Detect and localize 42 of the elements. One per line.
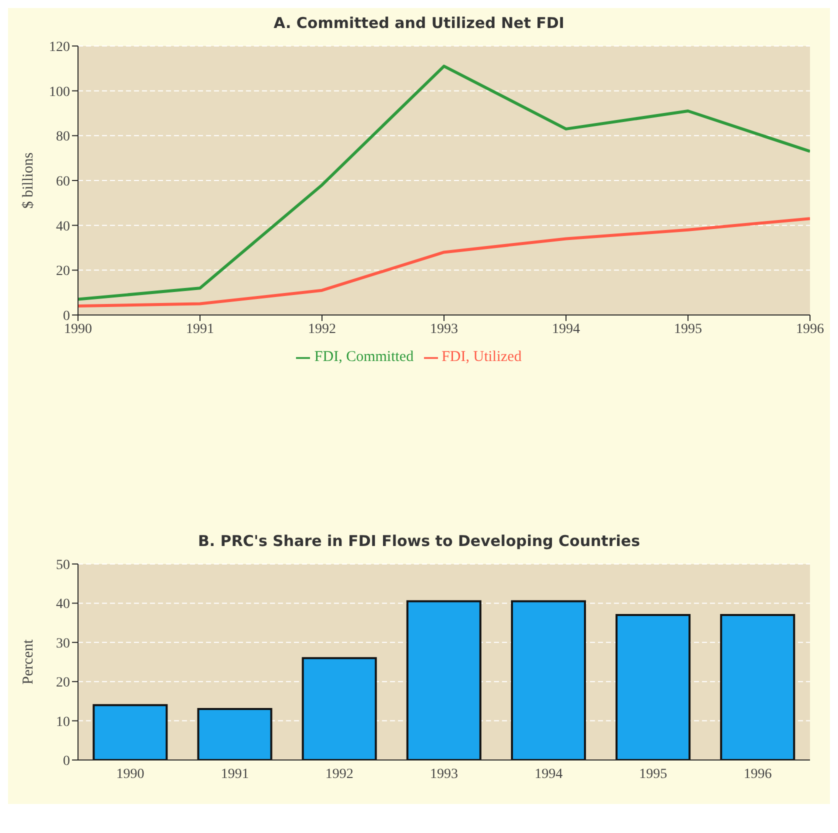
y-axis-title: Percent [20,638,36,684]
x-tick-label: 1995 [639,766,668,782]
legend-label: FDI, Utilized [442,349,522,365]
y-tick-label: 20 [56,676,70,691]
bar [616,614,691,760]
x-tick-label: 1995 [674,322,702,337]
chart-title: B. PRC's Share in FDI Flows to Developing Countries [196,531,641,552]
y-tick-label: 0 [63,754,70,769]
x-tick-label: 1992 [325,766,354,782]
y-tick-label: 10 [56,714,70,730]
y-tick-label: 60 [56,174,70,190]
bar [302,657,377,760]
x-tick-label: 1996 [796,322,824,337]
y-tick-label: 120 [49,40,70,55]
line-series [78,64,810,301]
x-tick-label: 1994 [552,322,580,337]
y-tick-label: 40 [56,597,70,612]
chart-title: A. Committed and Utilized Net FDI [272,13,566,34]
y-tick-label: 0 [63,308,70,324]
x-tick-label: 1992 [308,322,336,337]
x-tick-label: 1993 [430,766,458,782]
y-tick-label: 80 [56,130,70,145]
y-tick-label: 100 [49,84,70,100]
bar [197,708,272,760]
bar [720,614,796,760]
y-tick-label: 40 [56,219,70,234]
bar [406,600,482,760]
legend-label: FDI, Committed [314,349,414,365]
y-tick-label: 20 [56,264,70,280]
x-tick-label: 1990 [64,322,92,337]
x-tick-label: 1990 [116,766,144,782]
x-tick-label: 1993 [430,322,458,337]
y-tick-label: 50 [56,558,70,573]
x-tick-label: 1994 [534,766,563,782]
y-tick-label: 30 [56,636,70,652]
x-tick-label: 1991 [186,322,214,337]
bar [510,600,586,760]
y-axis-title: $ billions [20,152,36,209]
line-series [78,217,810,308]
x-tick-label: 1996 [744,766,772,782]
bar [92,704,168,760]
x-tick-label: 1991 [220,766,249,782]
